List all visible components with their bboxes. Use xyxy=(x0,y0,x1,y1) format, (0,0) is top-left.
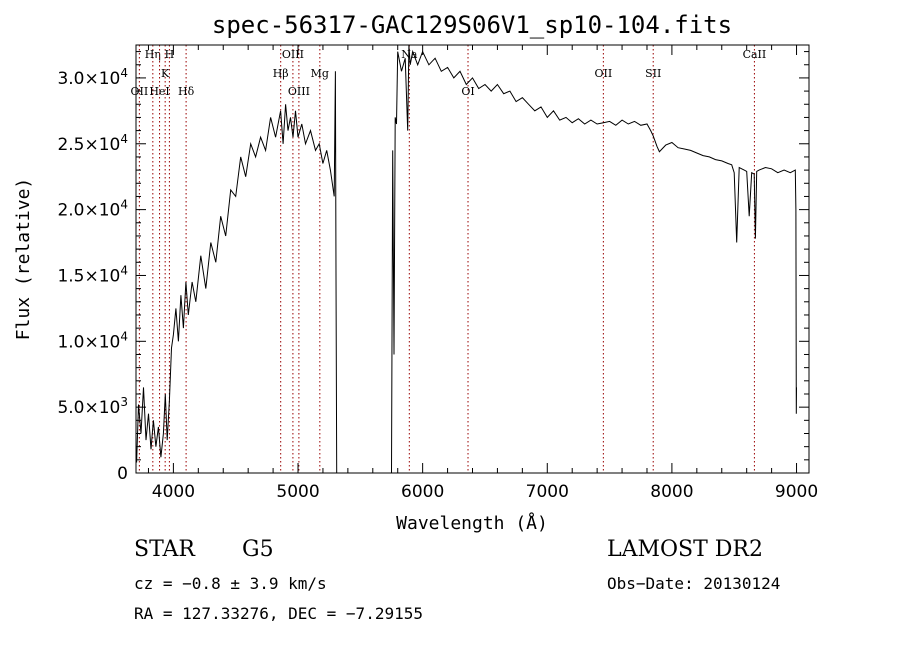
series-line-0 xyxy=(136,44,797,474)
line-marker-label-14: CaII xyxy=(743,48,767,61)
y-tick-label-2: 1.0×104 xyxy=(57,329,128,352)
plot-frame xyxy=(135,44,810,474)
line-marker-label-3: K xyxy=(161,67,170,80)
line-marker-label-13: SII xyxy=(645,67,661,80)
x-tick-label-3: 7000 xyxy=(526,482,569,502)
x-tick-label-5: 9000 xyxy=(775,482,818,502)
line-marker-label-4: H xyxy=(165,48,175,61)
redshift-velocity: cz = −0.8 ± 3.9 km/s xyxy=(134,574,327,593)
observation-date: Obs−Date: 20130124 xyxy=(607,574,781,593)
x-axis-label: Wavelength (Å) xyxy=(396,512,548,534)
line-marker-label-2: HeI xyxy=(149,85,169,98)
line-marker-label-7: OIII xyxy=(282,48,304,61)
y-tick-label-4: 2.0×104 xyxy=(57,198,128,221)
axis-ticks: 4000 5000 6000 7000 8000 9000 0 5.0×103 1.0×104 1… xyxy=(57,45,818,502)
object-subclass: G5 xyxy=(242,537,274,562)
line-marker-label-1: Hη xyxy=(145,48,161,61)
line-marker-label-12: OII xyxy=(595,67,613,80)
x-tick-label-1: 5000 xyxy=(276,482,319,502)
line-marker-label-11: OI xyxy=(461,85,474,98)
x-tick-label-2: 6000 xyxy=(401,482,444,502)
chart-title: spec-56317-GAC129S06V1_sp10-104.fits xyxy=(212,11,732,39)
y-tick-label-6: 3.0×104 xyxy=(57,66,128,89)
data-series-layer xyxy=(136,44,797,474)
line-marker-label-5: Hδ xyxy=(178,85,195,98)
data-release: LAMOST DR2 xyxy=(607,537,763,562)
line-marker-label-6: Hβ xyxy=(273,67,289,80)
sky-coordinates: RA = 127.33276, DEC = −7.29155 xyxy=(134,604,423,623)
line-marker-label-8: OIII xyxy=(288,85,310,98)
object-class: STAR xyxy=(134,537,195,562)
line-marker-label-9: Mg xyxy=(311,67,329,80)
x-tick-label-0: 4000 xyxy=(152,482,195,502)
y-axis-label: Flux (relative) xyxy=(13,178,34,341)
y-tick-label-3: 1.5×104 xyxy=(57,263,128,286)
x-tick-label-4: 8000 xyxy=(650,482,693,502)
y-tick-label-0: 0 xyxy=(117,464,128,484)
y-tick-label-5: 2.5×104 xyxy=(57,132,128,155)
y-tick-label-1: 5.0×103 xyxy=(57,395,128,418)
